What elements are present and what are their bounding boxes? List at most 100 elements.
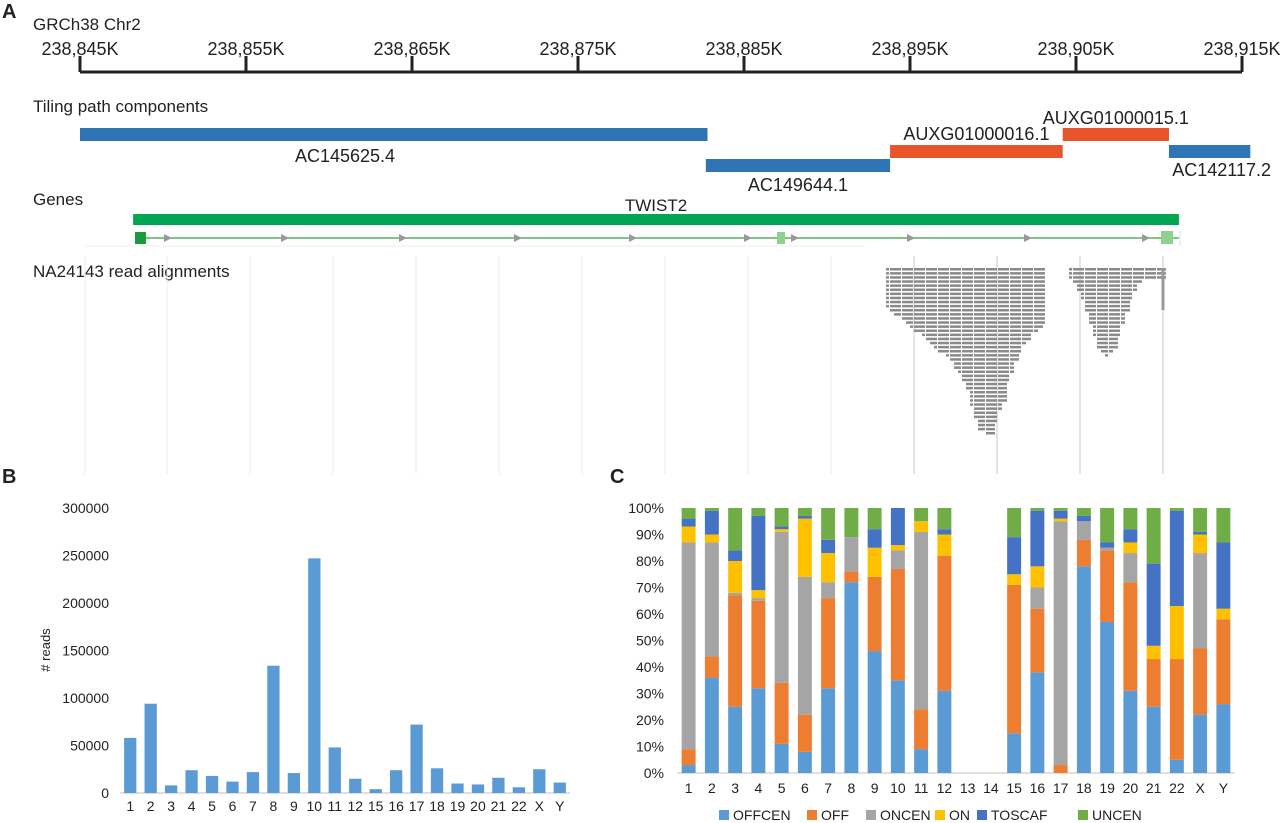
read-segment — [1105, 309, 1108, 312]
read-segment — [998, 403, 1002, 406]
stacked-segment — [867, 651, 882, 773]
read-segment — [966, 333, 971, 337]
read-segment — [1149, 276, 1154, 279]
read-segment — [998, 341, 1002, 345]
read-segment — [1014, 354, 1019, 357]
read-segment — [1125, 280, 1130, 283]
read-segment — [946, 304, 949, 308]
legend-label: OFF — [821, 807, 849, 823]
strand-arrow-icon — [907, 234, 915, 242]
read-segment — [1109, 317, 1113, 320]
tiling-component-bar — [890, 145, 1063, 158]
read-segment — [1030, 309, 1033, 312]
read-segment — [946, 345, 949, 349]
read-segment — [1006, 309, 1009, 312]
read-segment — [1038, 317, 1043, 320]
stacked-segment — [728, 508, 743, 551]
read-segment — [954, 288, 959, 291]
read-segment — [934, 284, 937, 287]
read-segment — [938, 329, 942, 332]
read-segment — [942, 329, 947, 332]
stacked-segment — [914, 749, 929, 773]
genes-title: Genes — [33, 190, 83, 209]
bar — [226, 781, 239, 793]
read-segment — [1042, 292, 1045, 296]
read-segment — [990, 399, 995, 402]
read-segment — [966, 276, 971, 279]
read-segment — [926, 337, 930, 341]
read-segment — [942, 341, 947, 345]
read-segment — [974, 333, 978, 337]
read-segment — [934, 288, 937, 291]
read-segment — [1026, 296, 1031, 300]
read-segment — [982, 329, 985, 332]
ruler-tick-label: 238,885K — [705, 39, 782, 59]
read-segment — [982, 370, 985, 373]
read-segment — [1125, 300, 1130, 304]
read-segment — [1010, 341, 1014, 345]
gene-bar — [133, 214, 1179, 225]
read-segment — [1042, 313, 1045, 316]
read-segment — [974, 378, 978, 382]
read-segment — [1030, 284, 1033, 287]
y-tick-label: 10% — [636, 739, 664, 755]
read-segment — [1018, 304, 1021, 308]
read-segment — [990, 382, 995, 386]
stacked-segment — [704, 534, 719, 543]
read-segment — [986, 350, 990, 353]
read-segment — [970, 268, 973, 271]
read-segment — [918, 325, 923, 328]
read-segment — [906, 321, 911, 324]
read-segment — [1089, 313, 1094, 316]
stacked-segment — [774, 526, 789, 530]
read-segment — [902, 296, 906, 300]
y-tick-label: 80% — [636, 553, 664, 569]
read-segment — [1069, 272, 1072, 275]
x-tick-label: 22 — [1169, 780, 1185, 796]
read-segment — [894, 280, 899, 283]
read-segment — [1002, 354, 1007, 357]
read-segment — [1042, 276, 1045, 279]
stacked-segment — [1216, 542, 1231, 609]
read-segment — [886, 296, 889, 300]
read-segment — [966, 304, 971, 308]
read-segment — [914, 325, 918, 328]
read-segment — [982, 386, 985, 390]
read-segment — [938, 300, 942, 304]
read-segment — [978, 411, 983, 414]
read-segment — [1101, 333, 1106, 337]
x-tick-label: 17 — [409, 798, 425, 814]
x-tick-label: X — [535, 798, 545, 814]
read-segment — [1006, 350, 1009, 353]
read-segment — [970, 280, 973, 283]
read-segment — [986, 337, 990, 341]
read-segment — [1014, 272, 1019, 275]
read-segment — [990, 415, 995, 419]
read-segment — [914, 321, 918, 324]
read-segment — [958, 317, 961, 320]
read-segment — [954, 337, 959, 341]
read-segment — [1133, 280, 1137, 283]
bar — [349, 778, 362, 793]
read-segment — [1077, 276, 1082, 279]
read-segment — [1014, 304, 1019, 308]
read-segment — [966, 341, 971, 345]
read-segment — [954, 284, 959, 287]
read-segment — [970, 296, 973, 300]
read-segment — [1002, 288, 1007, 291]
read-segment — [1034, 268, 1038, 271]
read-segment — [930, 337, 935, 341]
read-segment — [942, 292, 947, 296]
read-segment — [974, 370, 978, 373]
stacked-segment — [914, 508, 929, 522]
read-segment — [1018, 276, 1021, 279]
read-segment — [994, 333, 997, 337]
read-segment — [1018, 350, 1021, 353]
read-segment — [998, 329, 1002, 332]
tiling-component-bar — [1168, 145, 1251, 158]
read-segment — [910, 313, 913, 316]
read-segment — [1097, 268, 1101, 271]
read-segment — [1129, 288, 1132, 291]
read-segment — [966, 321, 971, 324]
read-segment — [994, 354, 997, 357]
